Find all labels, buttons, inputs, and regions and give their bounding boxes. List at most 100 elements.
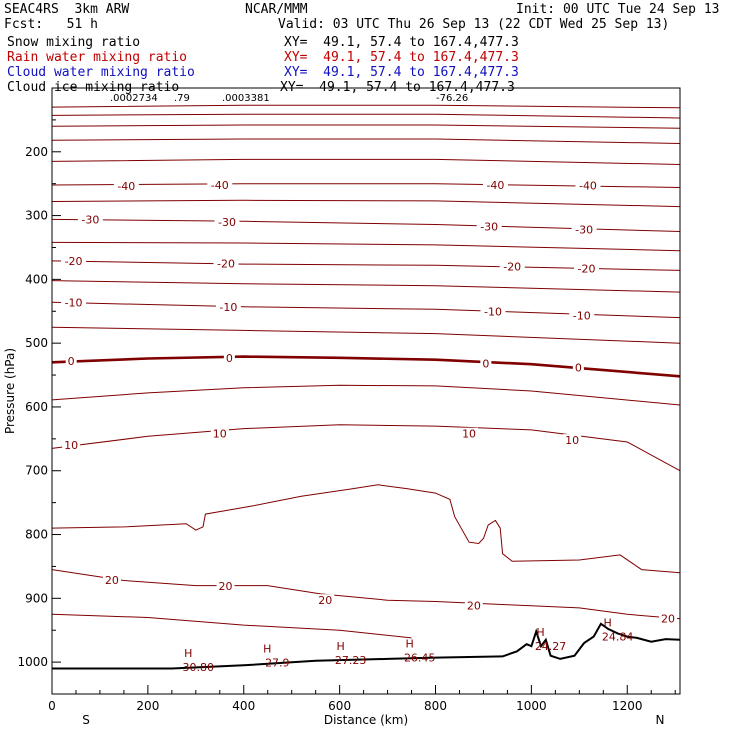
high-marker-4: H <box>536 626 544 639</box>
contour-label-14: -10 <box>484 305 502 318</box>
isotherm-10 <box>51 280 681 293</box>
high-value-4: 24.27 <box>535 640 567 653</box>
contour-label-19: 0 <box>575 361 582 374</box>
contour-label-bg-0 <box>113 180 139 193</box>
y-tick-label-5: 700 <box>25 464 48 478</box>
isotherm-0 <box>51 104 681 109</box>
contour-label-bg-18 <box>480 357 492 370</box>
contour-label-bg-2 <box>482 178 508 191</box>
high-marker-3: H <box>406 638 414 651</box>
high-value-5: 24.84 <box>602 630 634 643</box>
high-value-0: 30.80 <box>182 661 214 674</box>
x-tick-label-0: 0 <box>48 699 56 713</box>
contour-label-27: 20 <box>467 599 481 612</box>
isotherm-16 <box>51 484 681 574</box>
contour-label-10: -20 <box>503 261 521 274</box>
field-xy-rain: XY= 49.1, 57.4 to 167.4,477.3 <box>284 50 519 65</box>
south-end-label: S <box>82 713 90 727</box>
plot-frame <box>51 87 681 695</box>
contour-label-11: -20 <box>578 263 596 276</box>
y-tick-label-3: 500 <box>25 336 48 350</box>
x-axis-ticks: 0 200 400 600 800 1000 1200 <box>48 685 676 713</box>
contour-label-22: 10 <box>462 428 476 441</box>
y-tick-label-0: 200 <box>25 145 48 159</box>
contour-label-18: 0 <box>482 358 489 371</box>
terrain-layer <box>52 622 681 670</box>
x-tick-label-3: 600 <box>328 699 351 713</box>
contour-label-9: -20 <box>217 257 235 270</box>
contour-label-20: 10 <box>64 439 78 452</box>
high-value-1: 27.9 <box>265 657 290 670</box>
contour-label-2: -40 <box>486 179 504 192</box>
isotherm-15 <box>51 424 681 472</box>
top-value-2: .0003381 <box>222 93 270 104</box>
isotherm-1 <box>51 113 681 119</box>
contour-label-25: 20 <box>219 580 233 593</box>
top-values: .0002734 .79 .0003381 -76.26 <box>110 93 468 104</box>
field-name-cloud-water: Cloud water mixing ratio <box>7 65 195 80</box>
org-name: NCAR/MMM <box>245 2 308 17</box>
contour-label-bg-8 <box>61 254 87 267</box>
contour-label-24: 20 <box>105 574 119 587</box>
contour-label-bg-24 <box>102 573 121 586</box>
y-tick-label-6: 800 <box>25 528 48 542</box>
x-tick-label-4: 800 <box>424 699 447 713</box>
contour-label-bg-19 <box>572 361 584 374</box>
model-name: SEAC4RS 3km ARW <box>4 2 130 17</box>
contour-label-bg-7 <box>571 223 597 236</box>
contour-label-bg-11 <box>574 262 600 275</box>
contour-label-bg-14 <box>480 305 506 318</box>
contour-label-4: -30 <box>81 213 99 226</box>
isotherm-6 <box>51 199 681 208</box>
contour-label-bg-21 <box>210 427 229 440</box>
contour-label-bg-26 <box>316 594 335 607</box>
contour-label-bg-1 <box>207 178 233 191</box>
isotherm-3 <box>51 138 681 144</box>
contour-label-bg-17 <box>223 351 235 364</box>
contour-label-28: 20 <box>661 613 675 626</box>
init-time: Init: 00 UTC Tue 24 Sep 13 <box>516 2 720 17</box>
isotherm-14 <box>51 384 681 406</box>
contour-label-23: 10 <box>565 434 579 447</box>
field-name-snow: Snow mixing ratio <box>7 35 141 50</box>
field-name-rain: Rain water mixing ratio <box>7 50 188 65</box>
y-tick-label-1: 300 <box>25 209 48 223</box>
isotherm-18 <box>51 613 412 639</box>
isotherm-12 <box>51 326 681 344</box>
contour-label-bg-20 <box>62 439 81 452</box>
top-value-3: -76.26 <box>436 93 468 104</box>
contour-label-bg-23 <box>563 434 582 447</box>
top-value-1: .79 <box>174 93 190 104</box>
isotherm-2 <box>51 124 681 129</box>
contour-label-bg-25 <box>216 580 235 593</box>
contour-label-13: -10 <box>219 301 237 314</box>
contour-label-bg-27 <box>464 599 483 612</box>
contour-label-bg-10 <box>499 260 525 273</box>
isotherm-4 <box>51 158 681 165</box>
contour-labels: -40 -40 -40 -40 -30 -30 -30 -30 -20 -20 -20 -20 -10 -… <box>61 178 678 626</box>
contour-label-1: -40 <box>211 179 229 192</box>
contour-label-17: 0 <box>226 352 233 365</box>
isotherm-7 <box>51 218 681 232</box>
contour-label-5: -30 <box>218 216 236 229</box>
high-marker-0: H <box>184 647 192 660</box>
contour-label-bg-28 <box>659 612 678 625</box>
contour-label-8: -20 <box>65 255 83 268</box>
high-value-3: 26.45 <box>404 652 436 665</box>
contour-label-bg-6 <box>476 220 502 233</box>
y-axis-ticks: 200 300 400 500 600 700 800 900 1000 <box>17 119 61 695</box>
contour-label-bg-22 <box>460 427 479 440</box>
north-end-label: N <box>656 713 665 727</box>
contour-label-26: 20 <box>318 594 332 607</box>
y-tick-label-8: 1000 <box>17 655 48 669</box>
contour-label-21: 10 <box>213 428 227 441</box>
contour-label-bg-15 <box>569 309 595 322</box>
contour-label-12: -10 <box>65 296 83 309</box>
contour-label-7: -30 <box>575 224 593 237</box>
isotherm-5 <box>51 183 681 188</box>
y-tick-label-7: 900 <box>25 591 48 605</box>
forecast-hour: Fcst: 51 h <box>4 17 98 32</box>
high-marker-5: H <box>604 616 612 629</box>
